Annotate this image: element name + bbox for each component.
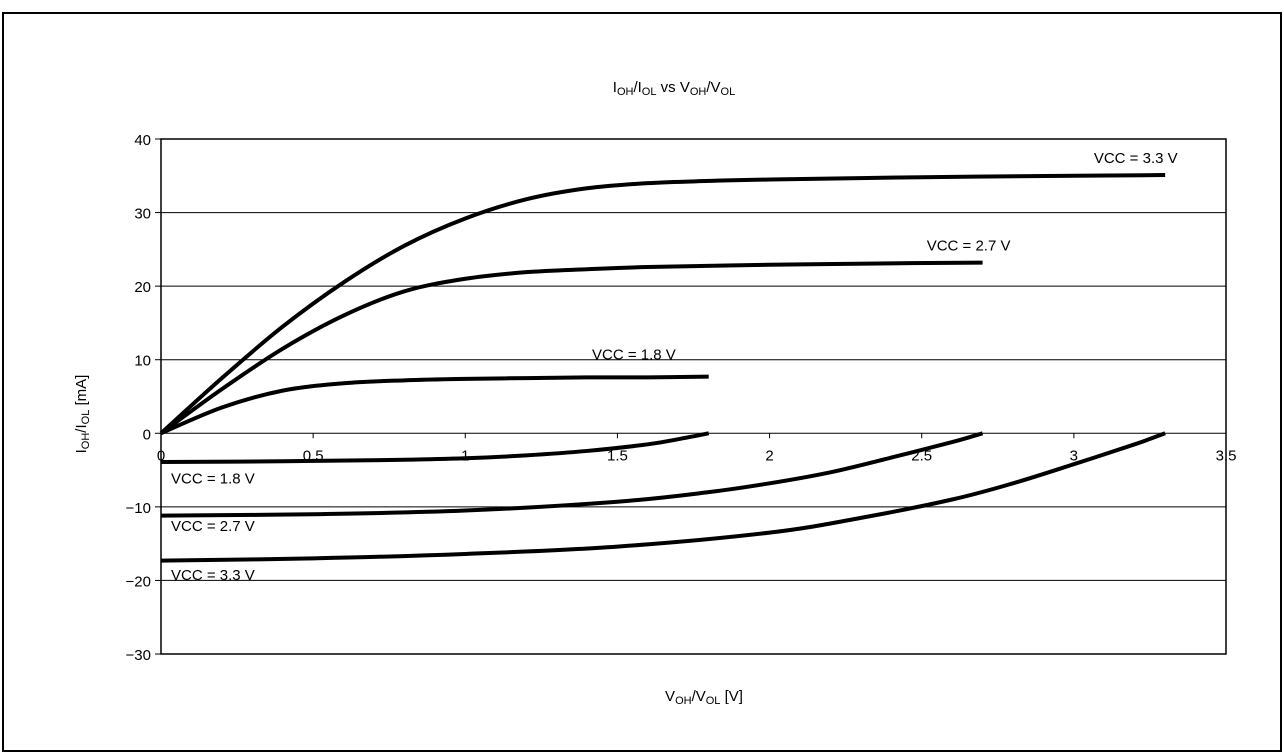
- y-tick-labels: 40 30 20 10 0 −10 −20 −30: [126, 132, 151, 664]
- series-line-low-vcc-18: [160, 431, 710, 464]
- series-label-high-vcc-33: VCC = 3.3 V: [1094, 150, 1178, 167]
- xlabel-sub1: OH: [675, 695, 692, 707]
- y-tick-label: 0: [143, 426, 151, 443]
- y-tick-label: −10: [126, 500, 151, 517]
- y-tick-label: 10: [134, 353, 151, 370]
- series-line-high-vcc-18: [160, 374, 709, 436]
- y-tick-label: 30: [134, 206, 151, 223]
- y-axis-label: IOH/IOL [mA]: [73, 375, 92, 454]
- title-sub1: OH: [617, 86, 634, 98]
- x-tick-label: 2: [765, 447, 773, 464]
- series-line-high-vcc-27: [159, 260, 983, 435]
- x-tick-label: 1.5: [607, 447, 628, 464]
- xlabel-main: V: [665, 688, 675, 705]
- title-main: I: [613, 79, 617, 96]
- ylabel-rest: [mA]: [73, 375, 90, 410]
- chart-title: IOH/IOL vs VOH/VOL: [613, 79, 735, 98]
- y-tick-label: 40: [134, 132, 151, 149]
- xlabel-mid: /V: [692, 688, 706, 705]
- title-mid2: /V: [706, 79, 720, 96]
- y-tick-label: −20: [126, 573, 151, 590]
- title-rest: vs V: [656, 79, 689, 96]
- series-label-low-vcc-18: VCC = 1.8 V: [171, 471, 255, 488]
- x-tick-label: 1: [461, 447, 469, 464]
- ylabel-sub2: OL: [80, 410, 92, 425]
- x-axis-label: VOH/VOL [V]: [665, 688, 743, 707]
- series-label-high-vcc-27: VCC = 2.7 V: [927, 238, 1011, 255]
- title-sub3: OH: [690, 86, 707, 98]
- series-label-low-vcc-33: VCC = 3.3 V: [171, 567, 255, 584]
- ylabel-mid: /I: [73, 424, 90, 432]
- series-line-low-vcc-33: [160, 431, 1166, 563]
- title-sub4: OL: [721, 86, 736, 98]
- series-line-low-vcc-27: [160, 431, 984, 518]
- ylabel-sub1: OH: [80, 433, 92, 450]
- ylabel-main: I: [73, 449, 90, 453]
- series-label-low-vcc-27: VCC = 2.7 V: [171, 518, 255, 535]
- xlabel-rest: [V]: [720, 688, 743, 705]
- series-labels: VCC = 3.3 V VCC = 2.7 V VCC = 1.8 V VCC = 1…: [171, 150, 1178, 584]
- title-mid: /I: [633, 79, 641, 96]
- series-label-high-vcc-18: VCC = 1.8 V: [592, 347, 676, 364]
- y-tick-label: −30: [126, 647, 151, 664]
- grid-lines: [155, 138, 1227, 655]
- y-tick-label: 20: [134, 279, 151, 296]
- xlabel-sub2: OL: [706, 695, 721, 707]
- plot-area-border: [160, 138, 1227, 655]
- series-group: [159, 173, 1166, 563]
- x-tick-label: 3: [1070, 447, 1078, 464]
- series-line-high-vcc-33: [159, 173, 1166, 435]
- title-sub2: OL: [642, 86, 657, 98]
